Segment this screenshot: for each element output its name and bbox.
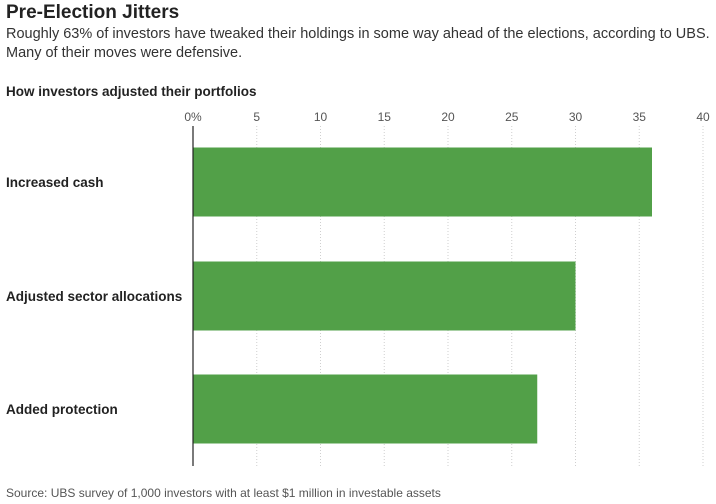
chart-title: Pre-Election Jitters bbox=[6, 2, 180, 23]
x-tick-label: 35 bbox=[633, 110, 647, 124]
x-tick-label: 0% bbox=[184, 110, 202, 124]
x-tick-label: 10 bbox=[314, 110, 328, 124]
chart-subtitle: Roughly 63% of investors have tweaked th… bbox=[6, 26, 710, 61]
bar bbox=[193, 147, 652, 217]
source-note: Source: UBS survey of 1,000 investors wi… bbox=[6, 486, 441, 500]
category-label: Adjusted sector allocations bbox=[6, 289, 182, 304]
bars bbox=[193, 147, 652, 444]
category-label: Increased cash bbox=[6, 175, 104, 190]
x-tick-label: 20 bbox=[441, 110, 455, 124]
x-tick-label: 15 bbox=[378, 110, 392, 124]
chart-heading: How investors adjusted their portfolios bbox=[6, 84, 257, 99]
x-tick-label: 5 bbox=[253, 110, 260, 124]
x-tick-label: 40 bbox=[696, 110, 710, 124]
x-tick-label: 25 bbox=[505, 110, 519, 124]
bar bbox=[193, 374, 538, 444]
bar bbox=[193, 261, 576, 331]
category-label: Added protection bbox=[6, 402, 118, 417]
labels: 0% 5 10 15 20 25 30 35 40 Increased cash Adjusted … bbox=[6, 110, 710, 417]
x-tick-label: 30 bbox=[569, 110, 583, 124]
